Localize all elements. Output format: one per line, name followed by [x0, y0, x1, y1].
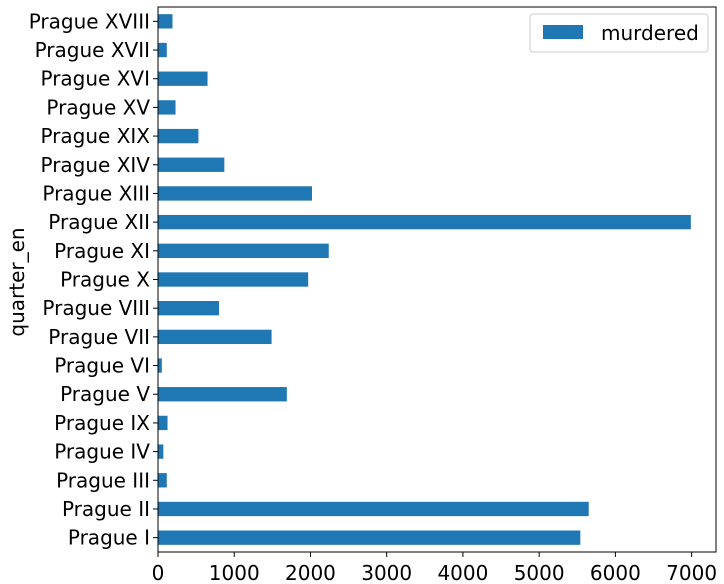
y-tick-label: Prague VIII [42, 296, 150, 320]
y-tick-label: Prague XVI [40, 67, 150, 91]
bar-prague-xix [158, 128, 199, 144]
y-axis-label: quarter_en [5, 227, 29, 336]
bar-prague-xi [158, 243, 329, 258]
x-tick-label: 2000 [285, 561, 336, 584]
bar-prague-iii [158, 473, 167, 488]
y-tick-label: Prague II [62, 497, 150, 521]
y-axis: Prague I Prague II Prague III Prague IV Prag… [29, 9, 158, 550]
y-tick-label: Prague XIV [40, 153, 150, 177]
bar-prague-ii [158, 501, 589, 517]
y-tick-label: Prague I [68, 526, 150, 550]
x-tick-label: 7000 [666, 561, 717, 584]
y-tick-label: Prague III [56, 468, 150, 492]
bar-prague-iv [158, 444, 164, 459]
x-tick-label: 3000 [361, 561, 412, 584]
legend-label: murdered [601, 21, 699, 45]
bar-prague-x [158, 272, 309, 287]
bar-prague-v [158, 387, 287, 402]
x-tick-label: 0 [152, 561, 165, 584]
legend-swatch [543, 25, 583, 39]
bar-prague-i [158, 530, 581, 545]
y-tick-label: Prague IV [54, 440, 150, 464]
x-tick-label: 6000 [590, 561, 641, 584]
bar-prague-vii [158, 329, 272, 345]
legend: murdered [529, 13, 709, 53]
bar-prague-xii [158, 214, 691, 230]
x-tick-label: 5000 [514, 561, 565, 584]
y-tick-label: Prague XI [54, 239, 150, 263]
bar-prague-xiv [158, 157, 225, 172]
y-tick-label: Prague VII [48, 325, 150, 349]
bar-prague-xvi [158, 71, 208, 86]
y-tick-label: Prague XVII [35, 38, 150, 62]
x-tick-label: 1000 [209, 561, 260, 584]
y-tick-label: Prague X [60, 268, 150, 292]
y-tick-label: Prague VI [54, 354, 150, 378]
y-tick-label: Prague XIII [42, 181, 150, 205]
y-tick-label: Prague XII [48, 210, 150, 234]
y-tick-label: Prague XIX [40, 124, 150, 148]
bar-prague-xvii [158, 42, 167, 58]
y-tick-label: Prague XVIII [29, 9, 150, 33]
bars-group [158, 14, 691, 545]
x-tick-label: 4000 [437, 561, 488, 584]
bar-prague-xiii [158, 186, 312, 201]
y-tick-label: Prague V [60, 382, 150, 406]
legend-box [529, 13, 709, 53]
x-axis: 0 1000 2000 3000 4000 5000 6000 7000 [152, 552, 717, 584]
bar-prague-viii [158, 301, 219, 316]
bar-prague-ix [158, 415, 168, 431]
y-tick-label: Prague IX [54, 411, 150, 435]
y-tick-label: Prague XV [46, 95, 150, 119]
bar-prague-xv [158, 100, 176, 115]
bar-prague-vi [158, 358, 162, 373]
bar-prague-xviii [158, 14, 173, 29]
